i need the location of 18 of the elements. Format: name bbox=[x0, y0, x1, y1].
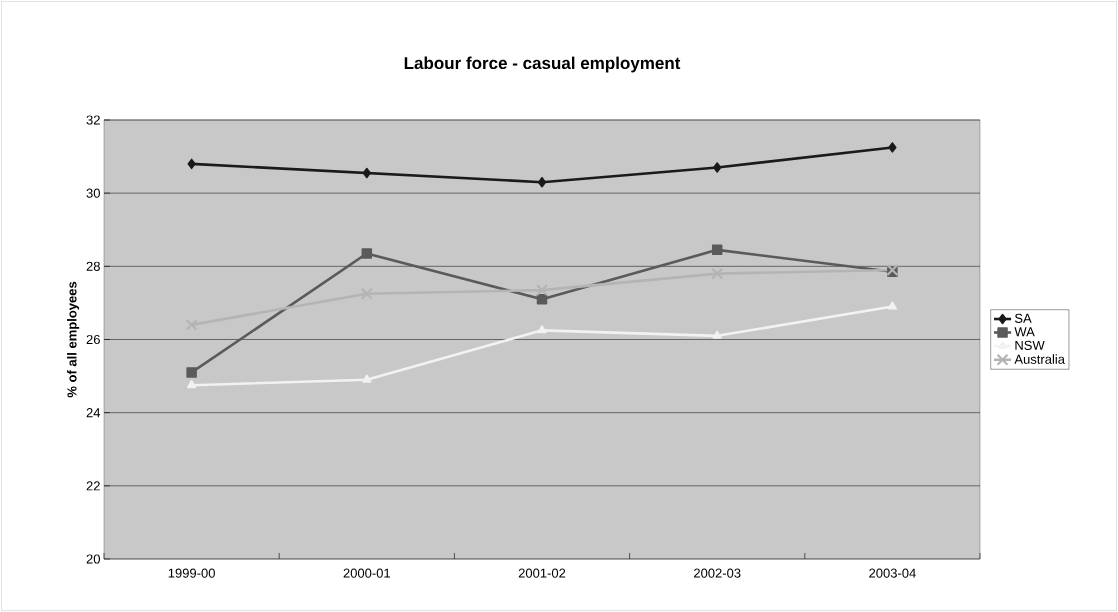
y-tick-label: 24 bbox=[86, 408, 101, 418]
x-tick-label: 2002-03 bbox=[694, 568, 741, 578]
y-tick-label: 26 bbox=[86, 334, 100, 345]
legend-label: SA bbox=[1014, 313, 1032, 323]
y-axis-title: % of all employees bbox=[67, 281, 80, 398]
legend-label: NSW bbox=[1015, 340, 1045, 350]
y-tick-label: 30 bbox=[86, 188, 100, 198]
legend-label: Australia bbox=[1014, 354, 1065, 364]
x-tick-label: 2000-01 bbox=[343, 568, 391, 578]
legend-label: WA bbox=[1014, 327, 1035, 337]
y-tick-label: 20 bbox=[86, 554, 100, 564]
y-tick-label: 22 bbox=[86, 481, 100, 491]
x-tick-label: 2001-02 bbox=[518, 568, 566, 578]
y-tick-label: 32 bbox=[86, 115, 100, 125]
x-tick-label: 2003-04 bbox=[869, 568, 916, 578]
y-tick-label: 28 bbox=[86, 261, 100, 271]
chart-title: Labour force - casual employment bbox=[404, 56, 681, 73]
x-tick-label: 1999-00 bbox=[168, 568, 215, 578]
